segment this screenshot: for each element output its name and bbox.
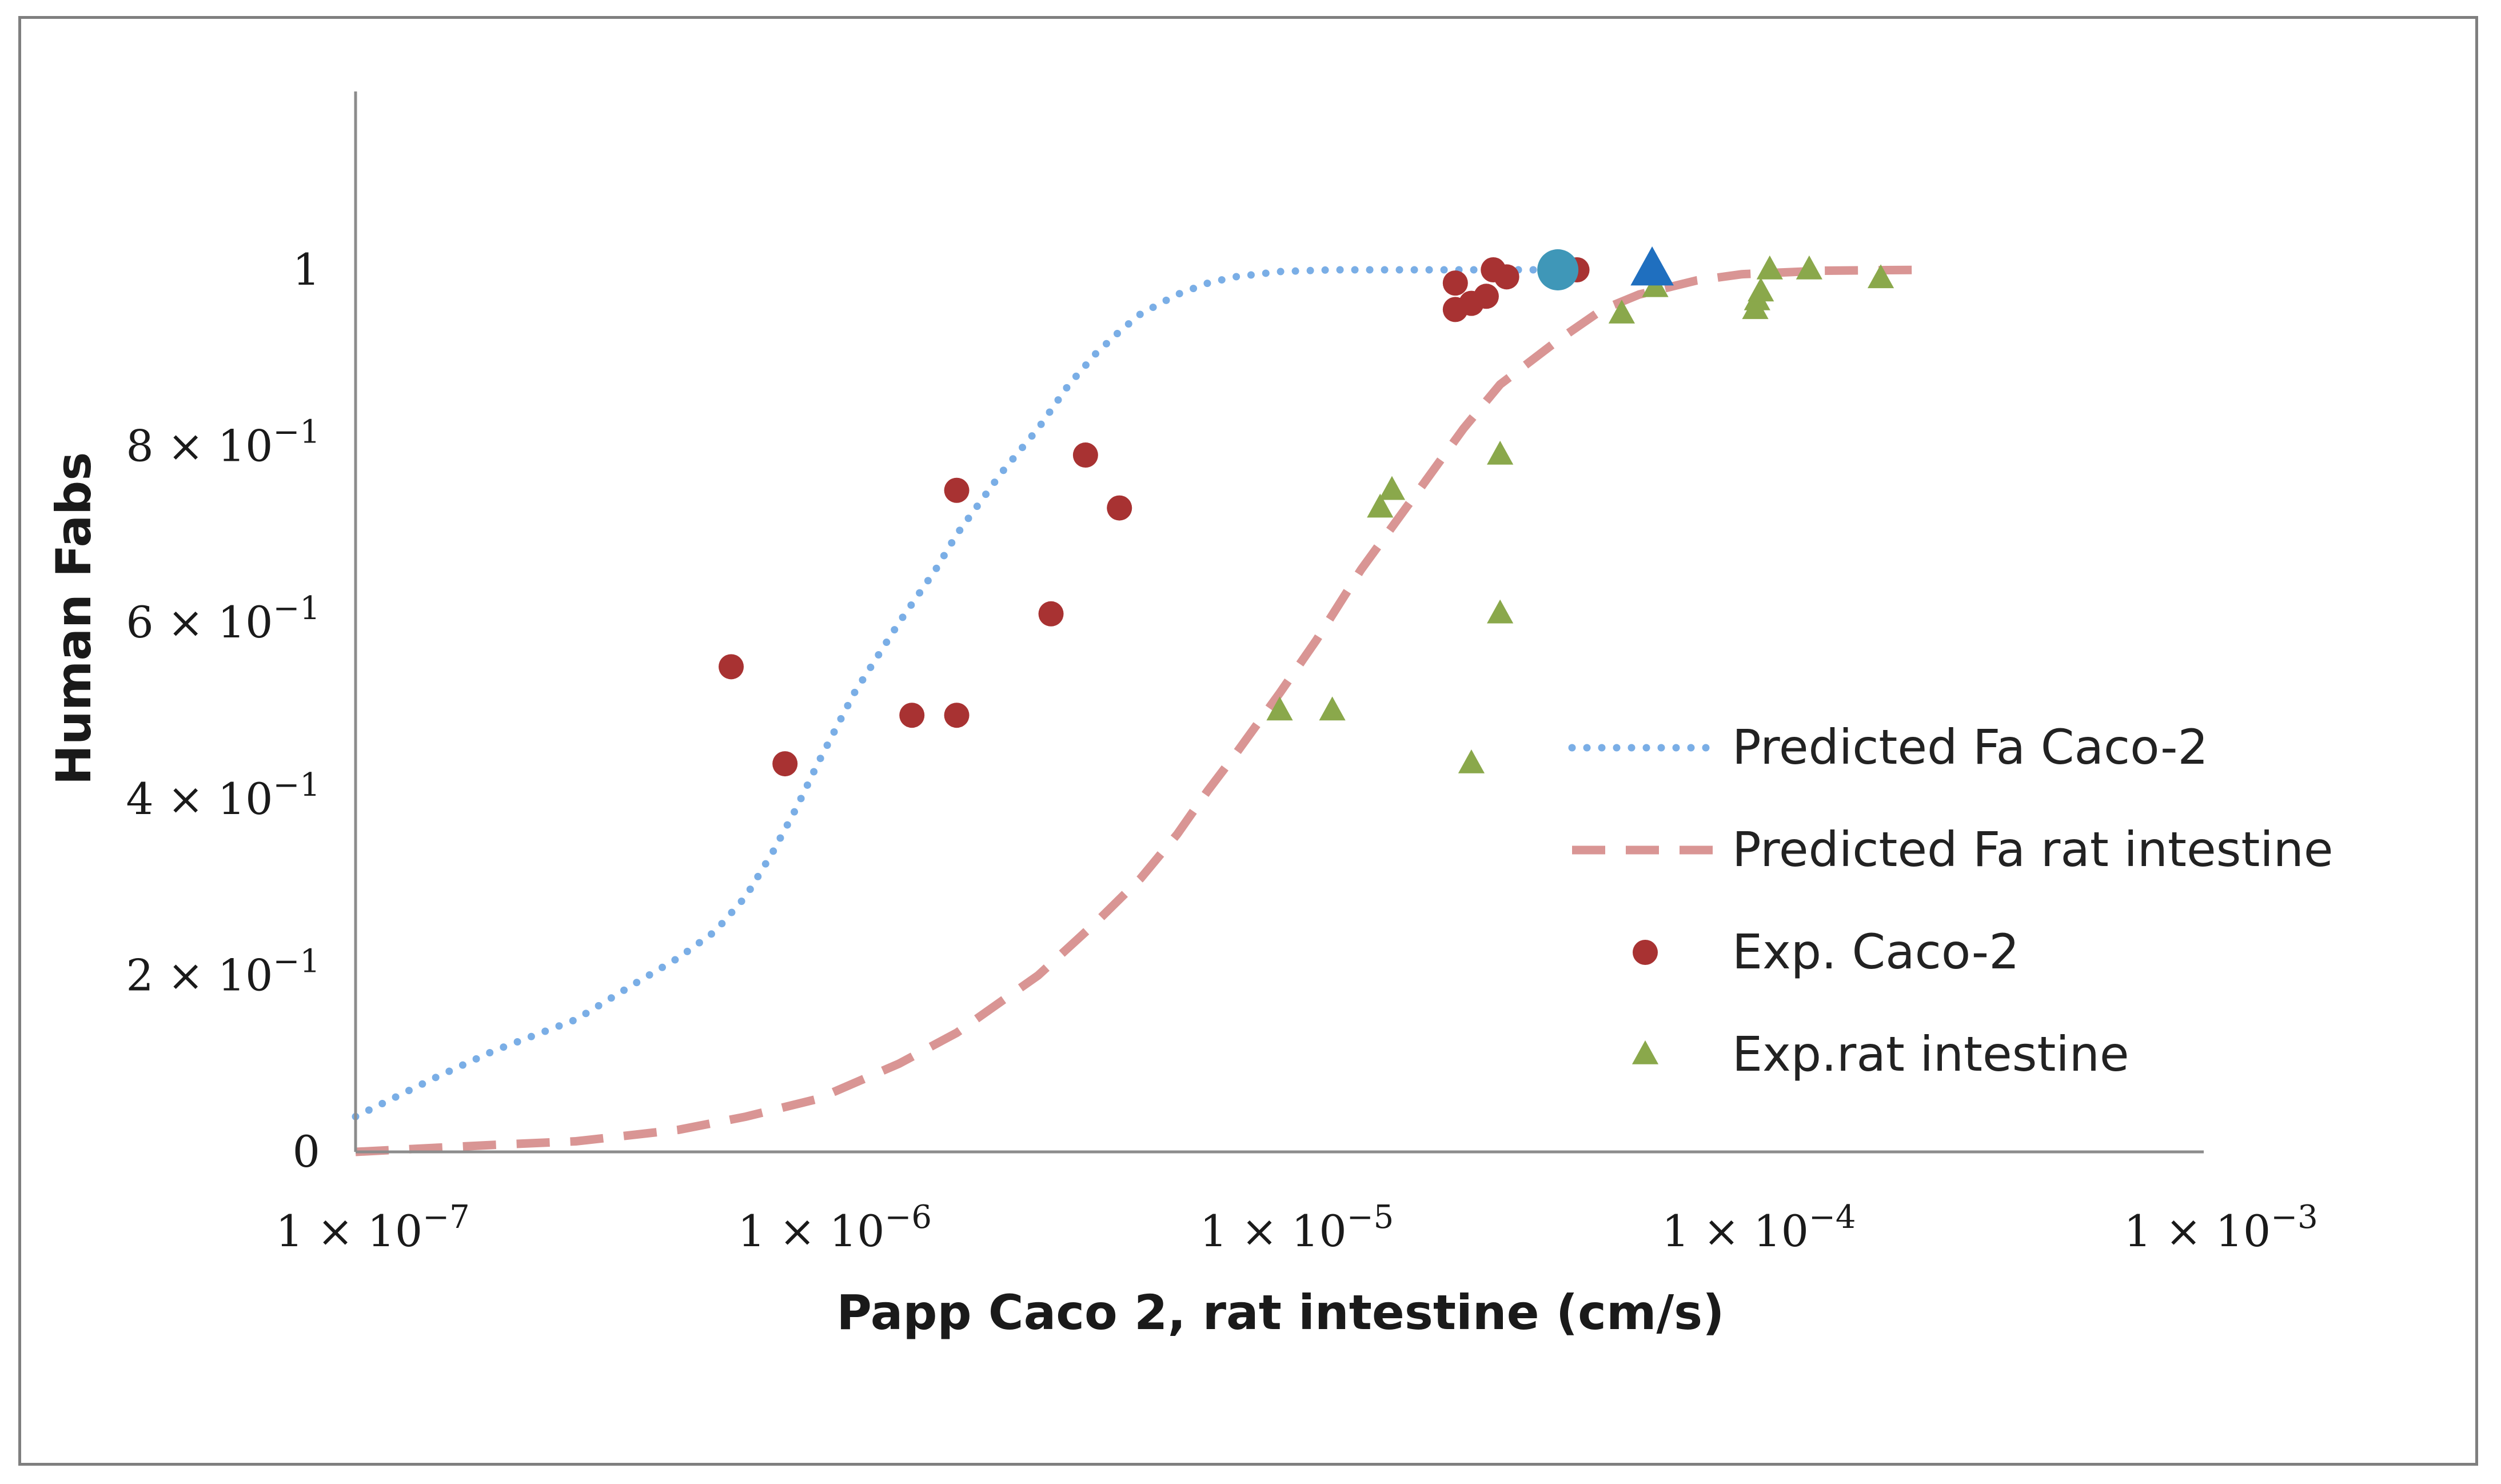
point-exp-caco2	[899, 703, 925, 728]
x-tick-label: 1 × 10−7	[276, 1199, 470, 1256]
point-exp-caco2	[1038, 601, 1064, 627]
y-tick-label: 8 × 10−1	[126, 414, 320, 472]
point-exp-caco2	[1107, 495, 1132, 521]
legend-entry: Predicted Fa rat intestine	[1572, 821, 2334, 877]
point-exp-rat	[1867, 264, 1894, 289]
y-axis-title: Human Fabs	[46, 452, 102, 785]
point-exp-caco2	[1442, 270, 1468, 296]
y-tick-label: 6 × 10−1	[126, 590, 320, 648]
point-exp-rat	[1367, 493, 1394, 518]
legend-entry: Exp. Caco-2	[1633, 924, 2020, 980]
point-exp-caco2	[1072, 442, 1098, 468]
point-exp-caco2	[1473, 284, 1499, 309]
y-tick-label: 0	[293, 1126, 320, 1177]
point-exp-rat	[1756, 255, 1783, 280]
point-exp-caco2	[719, 654, 744, 680]
legend-swatch-marker	[1632, 1040, 1659, 1064]
y-tick-label: 2 × 10−1	[126, 943, 320, 1000]
point-exp-rat	[1487, 440, 1514, 465]
x-tick-label: 1 × 10−5	[1200, 1199, 1394, 1256]
point-exp-caco2	[944, 477, 970, 503]
point-exp-rat	[1266, 696, 1293, 721]
x-tick-label: 1 × 10−4	[1662, 1199, 1856, 1256]
point-exp-rat	[1748, 277, 1774, 302]
point-exp-rat	[1608, 300, 1635, 324]
legend-label: Exp. Caco-2	[1732, 924, 2020, 980]
y-tick-label: 1	[293, 244, 320, 295]
legend-label: Predicted Fa rat intestine	[1732, 821, 2334, 877]
point-exp-rat	[1319, 696, 1346, 721]
highlight-circle-point	[1537, 249, 1579, 290]
legend-entry: Predicted Fa Caco-2	[1568, 719, 2208, 775]
point-exp-caco2	[944, 703, 970, 728]
x-axis-title: Papp Caco 2, rat intestine (cm/s)	[836, 1284, 1724, 1341]
point-exp-caco2	[772, 751, 798, 777]
highlight-triangle-point	[1630, 246, 1674, 286]
legend-swatch-marker	[1633, 940, 1658, 965]
point-exp-rat	[1487, 599, 1514, 624]
legend-label: Exp.rat intestine	[1732, 1026, 2129, 1082]
x-tick-label: 1 × 10−3	[2124, 1199, 2318, 1256]
y-tick-label: 4 × 10−1	[126, 767, 320, 824]
series-line-rat	[355, 265, 1926, 1156]
point-exp-rat	[1458, 749, 1485, 773]
legend-label: Predicted Fa Caco-2	[1732, 719, 2208, 775]
point-exp-rat	[1378, 476, 1406, 500]
series-line-caco2	[352, 266, 1562, 1120]
point-exp-rat	[1796, 255, 1822, 280]
point-exp-caco2	[1494, 264, 1519, 290]
x-tick-label: 1 × 10−6	[737, 1199, 932, 1256]
legend-entry: Exp.rat intestine	[1632, 1026, 2129, 1082]
